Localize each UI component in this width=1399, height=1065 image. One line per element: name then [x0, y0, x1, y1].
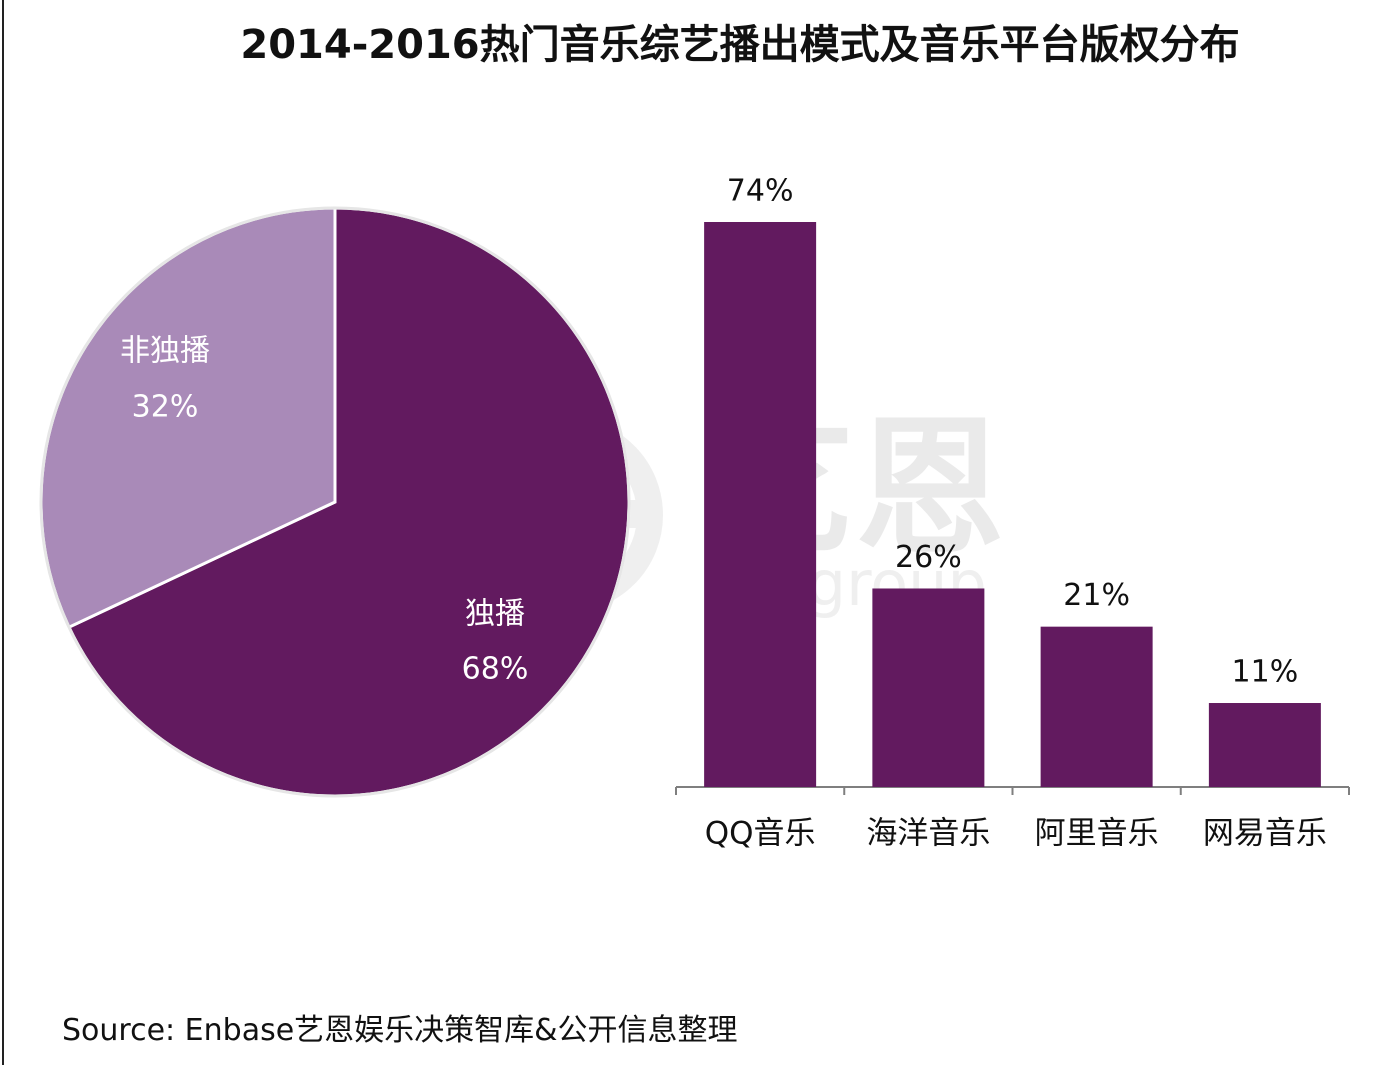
- bar-value-label-3: 11%: [1232, 655, 1299, 690]
- bar-2: [1040, 626, 1153, 787]
- bar-3: [1208, 703, 1321, 787]
- bar-value-label-0: 74%: [727, 174, 794, 209]
- x-tick-label-2: 阿里音乐: [1035, 816, 1159, 852]
- bar-value-label-1: 26%: [895, 540, 962, 575]
- pie-chart: 独播 68% 非独播 32%: [39, 206, 631, 798]
- bar-value-label-2: 21%: [1063, 578, 1130, 613]
- frame-left-border: [2, 0, 4, 1065]
- bar-1: [872, 588, 985, 787]
- x-tick-label-1: 海洋音乐: [866, 816, 990, 852]
- x-tick-label-0: QQ音乐: [705, 816, 816, 852]
- pie-outline: [39, 206, 631, 798]
- x-tick-label-3: 网易音乐: [1203, 816, 1327, 852]
- chart-title: 2014-2016热门音乐综艺播出模式及音乐平台版权分布: [240, 22, 1240, 68]
- pie-slice-value-0: 68%: [462, 652, 529, 687]
- bar-0: [704, 222, 817, 787]
- bar-chart: 74% QQ音乐 26% 海洋音乐 21% 阿里音乐 11% 网易音乐: [675, 174, 1350, 852]
- source-note: Source: Enbase艺恩娱乐决策智库&公开信息整理: [62, 1013, 738, 1048]
- pie-slice-label-0: 独播: [465, 597, 525, 632]
- pie-slice-value-1: 32%: [132, 390, 199, 425]
- pie-slice-label-1: 非独播: [120, 334, 210, 369]
